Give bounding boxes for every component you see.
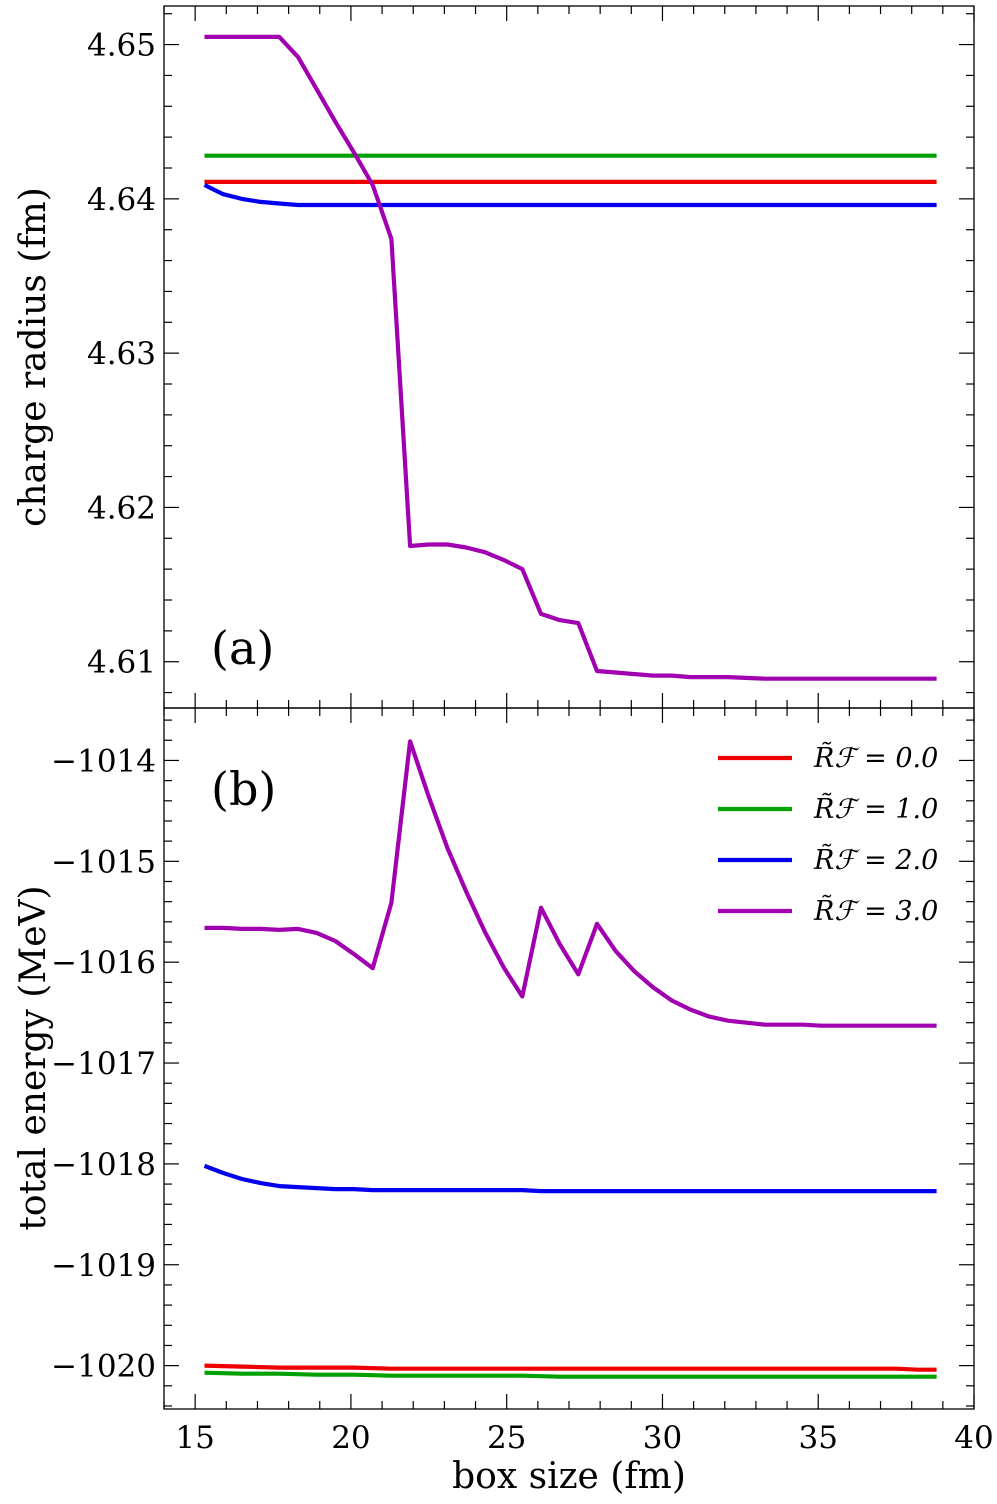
y-axis-title-a: charge radius (fm) bbox=[13, 187, 54, 527]
panel-b-ytick-labels: −1020 −1019 −1018 −1017 −1016 −1015 −1014 bbox=[51, 743, 156, 1384]
series-line-rf-2 bbox=[203, 1163, 937, 1194]
x-tick-label: 40 bbox=[954, 1420, 993, 1456]
series-line-rf-3 bbox=[204, 34, 937, 681]
y-tick-label: 4.62 bbox=[87, 490, 156, 526]
panel-a-frame bbox=[163, 5, 975, 709]
legend: R̃ℱ = 0.0 R̃ℱ = 1.0 R̃ℱ = 2.0 R̃ℱ = 3.0 bbox=[718, 741, 938, 927]
series-line-rf-2 bbox=[203, 183, 937, 208]
y-axis-title-b: total energy (MeV) bbox=[13, 885, 54, 1230]
legend-label: R̃ℱ = 2.0 bbox=[813, 843, 938, 876]
panel-a-label: (a) bbox=[211, 621, 274, 675]
panel-b-label: (b) bbox=[211, 762, 276, 816]
y-tick-label: −1015 bbox=[51, 844, 156, 880]
x-tick-label: 20 bbox=[331, 1420, 370, 1456]
legend-label: R̃ℱ = 1.0 bbox=[813, 792, 938, 825]
y-tick-label: −1019 bbox=[51, 1248, 156, 1284]
y-tick-label: 4.64 bbox=[87, 182, 156, 218]
panel-a-ytick-labels: 4.61 4.62 4.63 4.64 4.65 bbox=[87, 28, 156, 681]
series-line-rf-3 bbox=[204, 739, 937, 1028]
panel-a-ticks bbox=[163, 6, 975, 708]
x-tick-label: 35 bbox=[799, 1420, 838, 1456]
y-tick-label: −1014 bbox=[51, 743, 156, 779]
x-tick-label: 30 bbox=[643, 1420, 682, 1456]
x-axis-title: box size (fm) bbox=[452, 1456, 686, 1497]
x-tick-label: 15 bbox=[175, 1420, 214, 1456]
series-line-rf-0 bbox=[204, 1363, 937, 1372]
panel-a-series bbox=[203, 34, 937, 681]
y-tick-label: −1016 bbox=[51, 945, 156, 981]
panel-b: −1020 −1019 −1018 −1017 −1016 −1015 −1014 15 20… bbox=[51, 707, 994, 1456]
panel-b-series bbox=[203, 739, 937, 1379]
panel-a: 4.61 4.62 4.63 4.64 4.65 (a) bbox=[87, 5, 975, 709]
x-tick-label: 25 bbox=[487, 1420, 526, 1456]
y-tick-label: 4.61 bbox=[87, 645, 156, 681]
y-tick-label: 4.65 bbox=[87, 28, 156, 64]
panel-b-ticks bbox=[163, 708, 975, 1409]
x-tick-labels: 15 20 25 30 35 40 bbox=[175, 1420, 993, 1456]
y-tick-label: 4.63 bbox=[87, 336, 156, 372]
series-line-rf-1 bbox=[204, 1370, 937, 1379]
legend-label: R̃ℱ = 0.0 bbox=[813, 741, 938, 774]
y-tick-label: −1020 bbox=[51, 1349, 156, 1385]
legend-label: R̃ℱ = 3.0 bbox=[813, 894, 938, 927]
y-tick-label: −1018 bbox=[51, 1147, 156, 1183]
y-tick-label: −1017 bbox=[51, 1046, 156, 1082]
